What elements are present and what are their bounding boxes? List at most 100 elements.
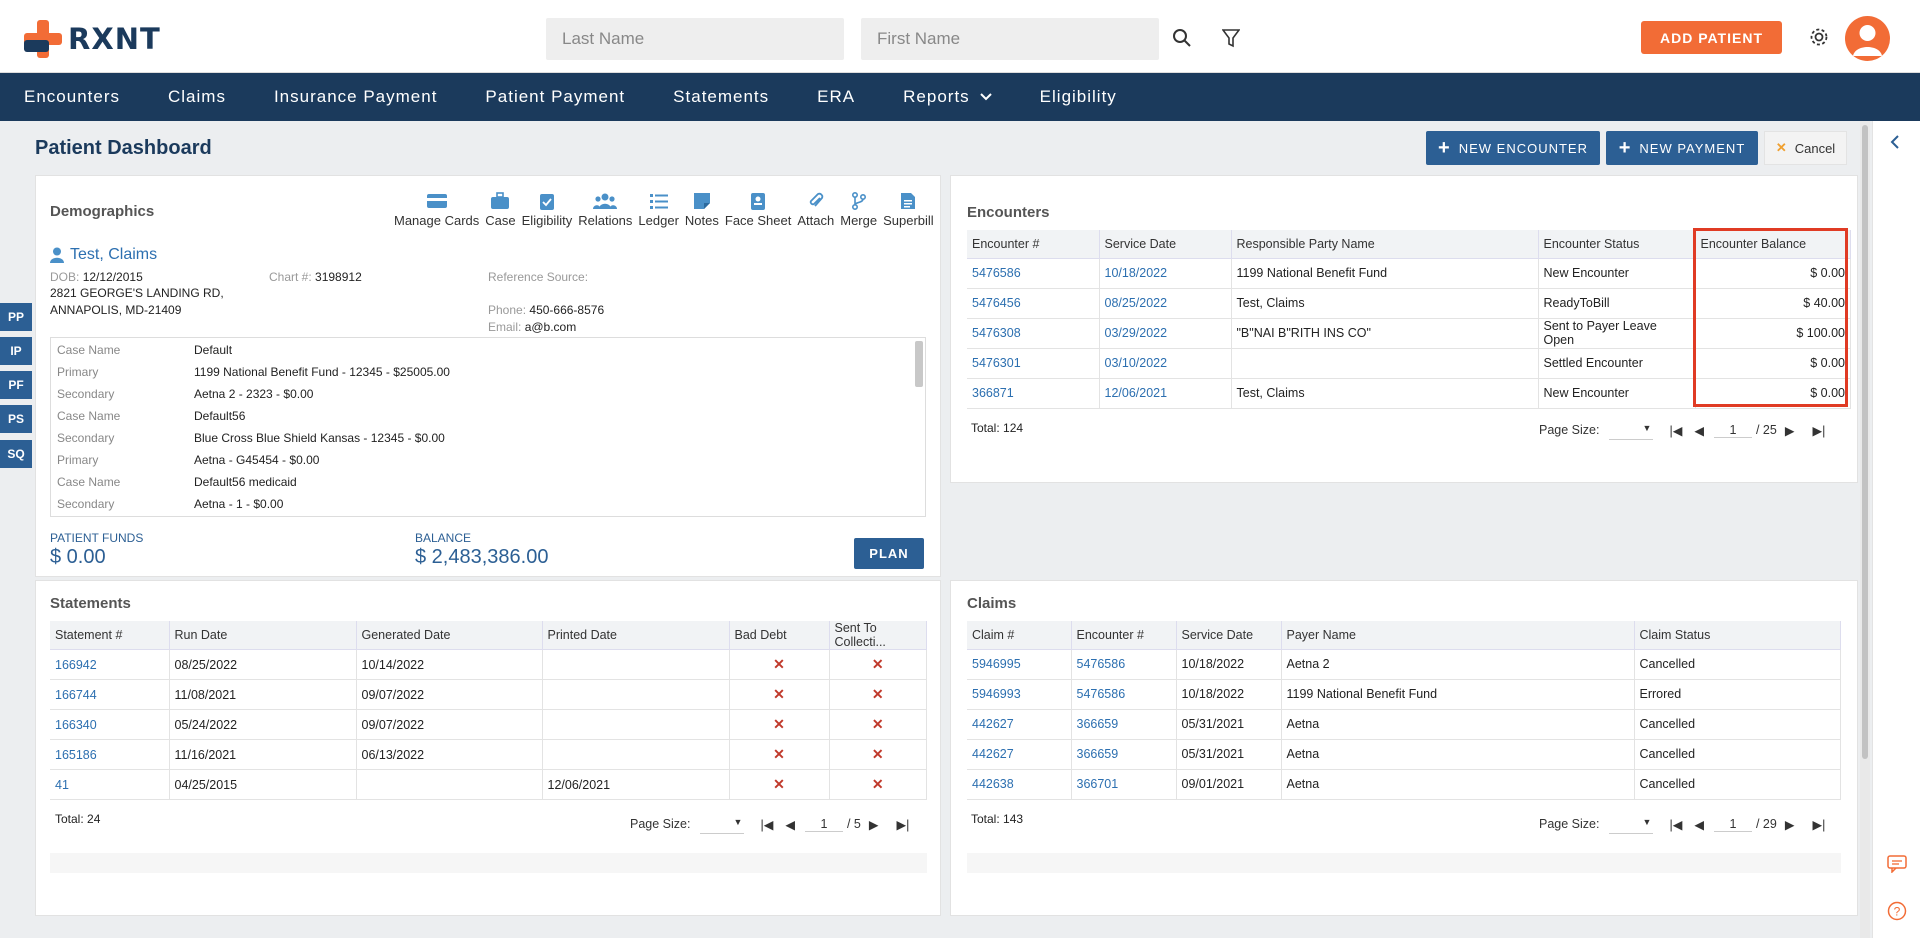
column-header[interactable]: Encounter Balance xyxy=(1695,230,1851,259)
column-header[interactable]: Claim Status xyxy=(1634,621,1841,650)
page-size-select[interactable]: ▼ xyxy=(1609,814,1654,834)
page-input[interactable]: 1 xyxy=(1713,817,1752,832)
column-header[interactable]: Claim # xyxy=(967,621,1072,650)
encounter-number-link[interactable]: 366659 xyxy=(1071,739,1177,770)
eligibility-tool[interactable]: Eligibility xyxy=(522,192,572,228)
nav-claims[interactable]: Claims xyxy=(168,87,226,106)
gear-icon[interactable] xyxy=(1807,25,1831,49)
claim-number-link[interactable]: 442638 xyxy=(967,769,1072,800)
side-tab-ps[interactable]: PS xyxy=(0,405,32,433)
scrollbar-thumb[interactable] xyxy=(1862,125,1868,759)
new-encounter-button[interactable]: + NEW ENCOUNTER xyxy=(1426,131,1600,165)
service-date-link[interactable]: 03/10/2022 xyxy=(1099,348,1232,379)
claim-number-link[interactable]: 5946995 xyxy=(967,649,1072,680)
statement-number-link[interactable]: 165186 xyxy=(50,739,170,770)
service-date-link[interactable]: 12/06/2021 xyxy=(1099,378,1232,409)
page-scrollbar[interactable] xyxy=(1860,121,1870,938)
claim-number-link[interactable]: 5946993 xyxy=(967,679,1072,710)
superbill-tool[interactable]: Superbill xyxy=(883,192,934,228)
column-header[interactable]: Encounter # xyxy=(967,230,1100,259)
statement-number-link[interactable]: 166942 xyxy=(50,649,170,680)
service-date-link[interactable]: 08/25/2022 xyxy=(1099,288,1232,319)
chat-icon[interactable] xyxy=(1887,855,1907,878)
statement-number-link[interactable]: 166744 xyxy=(50,679,170,710)
search-icon[interactable] xyxy=(1170,26,1194,50)
first-page-icon[interactable]: |◀ xyxy=(1669,423,1683,438)
filter-icon[interactable] xyxy=(1219,26,1243,50)
encounter-number-link[interactable]: 5476586 xyxy=(1071,679,1177,710)
attach-tool[interactable]: Attach xyxy=(797,192,834,228)
column-header[interactable]: Service Date xyxy=(1176,621,1282,650)
ledger-tool[interactable]: Ledger xyxy=(638,192,679,228)
side-tab-pf[interactable]: PF xyxy=(0,371,32,399)
column-header[interactable]: Printed Date xyxy=(542,621,730,650)
case-tool[interactable]: Case xyxy=(485,192,516,228)
rxnt-logo[interactable]: RXNT xyxy=(24,20,161,58)
service-date-link[interactable]: 03/29/2022 xyxy=(1099,318,1232,349)
new-payment-button[interactable]: + NEW PAYMENT xyxy=(1606,131,1758,165)
prev-page-icon[interactable]: ◀ xyxy=(1694,423,1704,438)
cancel-button[interactable]: ✕ Cancel xyxy=(1764,131,1847,165)
encounter-number-link[interactable]: 366701 xyxy=(1071,769,1177,800)
column-header[interactable]: Generated Date xyxy=(356,621,543,650)
collapse-chevron-icon[interactable] xyxy=(1889,135,1901,154)
page-input[interactable]: 1 xyxy=(804,817,843,832)
last-page-icon[interactable]: ▶| xyxy=(1812,817,1826,832)
side-tab-ip[interactable]: IP xyxy=(0,337,32,365)
next-page-icon[interactable]: ▶ xyxy=(868,817,879,832)
encounter-number-link[interactable]: 5476301 xyxy=(967,348,1100,379)
claim-number-link[interactable]: 442627 xyxy=(967,709,1072,740)
column-header[interactable]: Bad Debt xyxy=(729,621,830,650)
side-tab-sq[interactable]: SQ xyxy=(0,440,32,468)
service-date-link[interactable]: 10/18/2022 xyxy=(1099,258,1232,289)
relations-tool[interactable]: Relations xyxy=(578,192,632,228)
plan-button[interactable]: PLAN xyxy=(854,538,924,569)
prev-page-icon[interactable]: ◀ xyxy=(785,817,795,832)
last-name-input[interactable] xyxy=(546,18,844,60)
face-sheet-tool[interactable]: Face Sheet xyxy=(725,192,791,228)
nav-reports[interactable]: Reports xyxy=(879,73,1016,121)
nav-insurance-payment[interactable]: Insurance Payment xyxy=(273,87,438,106)
merge-tool[interactable]: Merge xyxy=(840,192,877,228)
statement-number-link[interactable]: 41 xyxy=(50,769,170,800)
add-patient-button[interactable]: ADD PATIENT xyxy=(1641,21,1782,54)
column-header[interactable]: Sent To Collecti... xyxy=(829,621,927,650)
last-page-icon[interactable]: ▶| xyxy=(896,817,910,832)
column-header[interactable]: Encounter # xyxy=(1071,621,1177,650)
notes-tool[interactable]: Notes xyxy=(685,192,719,228)
next-page-icon[interactable]: ▶ xyxy=(1784,817,1795,832)
encounter-number-link[interactable]: 5476456 xyxy=(967,288,1100,319)
first-page-icon[interactable]: |◀ xyxy=(760,817,774,832)
claim-number-link[interactable]: 442627 xyxy=(967,739,1072,770)
next-page-icon[interactable]: ▶ xyxy=(1784,423,1795,438)
first-page-icon[interactable]: |◀ xyxy=(1669,817,1683,832)
nav-era[interactable]: ERA xyxy=(817,87,856,106)
manage-cards-tool[interactable]: Manage Cards xyxy=(394,192,479,228)
nav-statements[interactable]: Statements xyxy=(673,87,770,106)
column-header[interactable]: Statement # xyxy=(50,621,170,650)
page-input[interactable]: 1 xyxy=(1713,423,1752,438)
encounter-number-link[interactable]: 5476586 xyxy=(1071,649,1177,680)
encounter-number-link[interactable]: 366659 xyxy=(1071,709,1177,740)
column-header[interactable]: Responsible Party Name xyxy=(1231,230,1539,259)
column-header[interactable]: Payer Name xyxy=(1281,621,1635,650)
help-icon[interactable]: ? xyxy=(1887,901,1907,926)
last-page-icon[interactable]: ▶| xyxy=(1812,423,1826,438)
column-header[interactable]: Run Date xyxy=(169,621,357,650)
prev-page-icon[interactable]: ◀ xyxy=(1694,817,1704,832)
nav-patient-payment[interactable]: Patient Payment xyxy=(485,87,626,106)
column-header[interactable]: Encounter Status xyxy=(1538,230,1696,259)
encounter-number-link[interactable]: 5476586 xyxy=(967,258,1100,289)
page-size-select[interactable]: ▼ xyxy=(1609,420,1654,440)
nav-encounters[interactable]: Encounters xyxy=(24,87,120,106)
user-avatar[interactable] xyxy=(1845,16,1890,61)
patient-name-link[interactable]: Test, Claims xyxy=(50,246,157,264)
statement-number-link[interactable]: 166340 xyxy=(50,709,170,740)
encounter-number-link[interactable]: 366871 xyxy=(967,378,1100,409)
first-name-input[interactable] xyxy=(861,18,1159,60)
side-tab-pp[interactable]: PP xyxy=(0,303,32,331)
encounter-number-link[interactable]: 5476308 xyxy=(967,318,1100,349)
column-header[interactable]: Service Date xyxy=(1099,230,1232,259)
page-size-select[interactable]: ▼ xyxy=(700,814,745,834)
nav-eligibility[interactable]: Eligibility xyxy=(1039,87,1117,106)
